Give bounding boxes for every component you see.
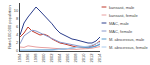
svg-text:1994: 1994 bbox=[17, 53, 22, 63]
svg-text:M. abscessus, female: M. abscessus, female bbox=[109, 45, 148, 50]
svg-text:2012: 2012 bbox=[89, 53, 94, 63]
svg-text:2002: 2002 bbox=[49, 53, 54, 63]
svg-text:2010: 2010 bbox=[81, 53, 86, 63]
svg-text:1996: 1996 bbox=[25, 53, 30, 63]
svg-text:kansasii, female: kansasii, female bbox=[109, 13, 138, 18]
svg-text:10: 10 bbox=[14, 8, 19, 13]
svg-text:2006: 2006 bbox=[65, 53, 70, 63]
svg-text:2004: 2004 bbox=[57, 53, 62, 63]
svg-text:8: 8 bbox=[16, 16, 19, 21]
svg-text:0: 0 bbox=[16, 48, 19, 53]
svg-text:MAC, female: MAC, female bbox=[109, 29, 133, 34]
svg-text:2: 2 bbox=[16, 40, 19, 45]
svg-text:2000: 2000 bbox=[41, 53, 46, 63]
svg-text:M. abscessus, male: M. abscessus, male bbox=[109, 37, 145, 42]
svg-text:6: 6 bbox=[16, 24, 19, 29]
svg-text:4: 4 bbox=[16, 32, 19, 37]
svg-text:2008: 2008 bbox=[73, 53, 78, 63]
svg-text:Rate/100,000 population: Rate/100,000 population bbox=[7, 5, 12, 49]
svg-text:1998: 1998 bbox=[33, 53, 38, 63]
svg-text:MAC, male: MAC, male bbox=[109, 21, 130, 26]
svg-text:2014: 2014 bbox=[97, 53, 102, 63]
svg-text:kansasii, male: kansasii, male bbox=[109, 5, 135, 10]
